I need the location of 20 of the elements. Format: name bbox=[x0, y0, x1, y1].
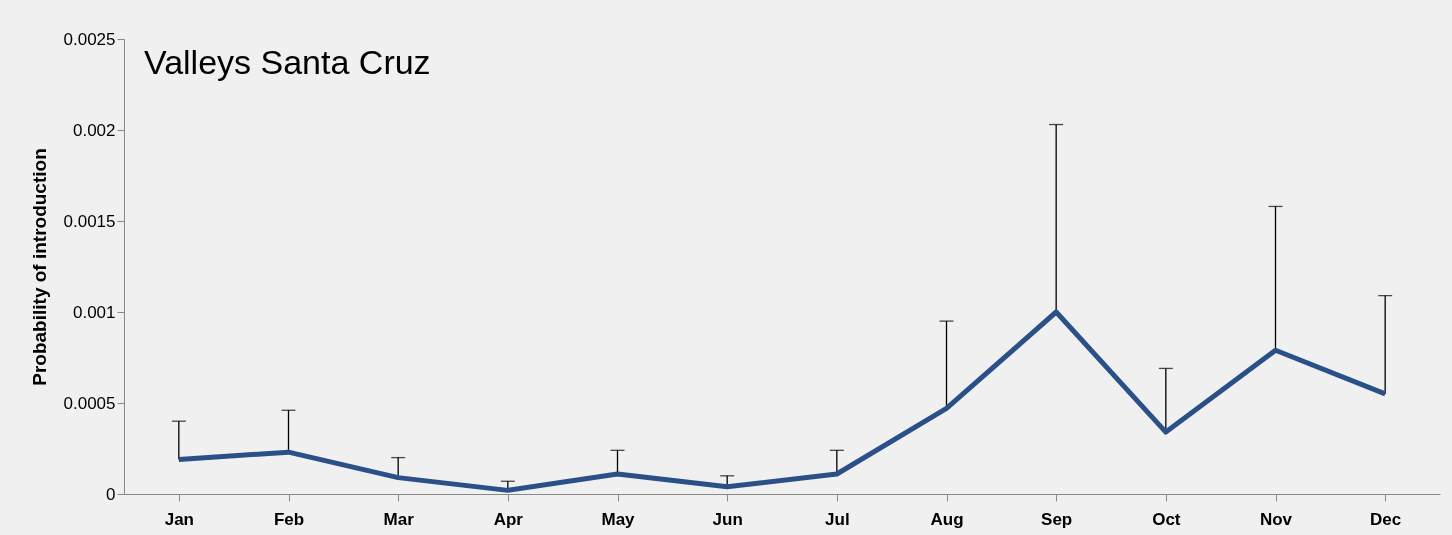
y-tick-label: 0.001 bbox=[72, 302, 116, 322]
x-tick-label: Aug bbox=[930, 509, 964, 529]
x-tick-label: Sep bbox=[1041, 509, 1073, 529]
y-tick-label: 0 bbox=[106, 484, 116, 504]
x-tick-label: Feb bbox=[273, 509, 305, 529]
y-tick-label: 0.0015 bbox=[63, 211, 116, 231]
y-tick-label: 0.0005 bbox=[63, 393, 116, 413]
y-tick-label: 0.0025 bbox=[63, 29, 116, 49]
x-tick-label: Oct bbox=[1152, 509, 1181, 529]
x-tick-label: Nov bbox=[1259, 509, 1293, 529]
x-tick-label: Mar bbox=[383, 509, 415, 529]
chart-title: Valleys Santa Cruz bbox=[144, 43, 431, 81]
y-tick-label: 0.002 bbox=[72, 120, 116, 140]
x-tick-label: May bbox=[601, 509, 636, 529]
x-tick-label: Apr bbox=[493, 509, 524, 529]
y-axis-title: Probability of introduction bbox=[28, 148, 50, 386]
x-tick-label: Jul bbox=[825, 509, 850, 529]
x-tick-label: Dec bbox=[1370, 509, 1402, 529]
x-tick-label: Jun bbox=[712, 509, 743, 529]
x-tick-label: Jan bbox=[164, 509, 194, 529]
